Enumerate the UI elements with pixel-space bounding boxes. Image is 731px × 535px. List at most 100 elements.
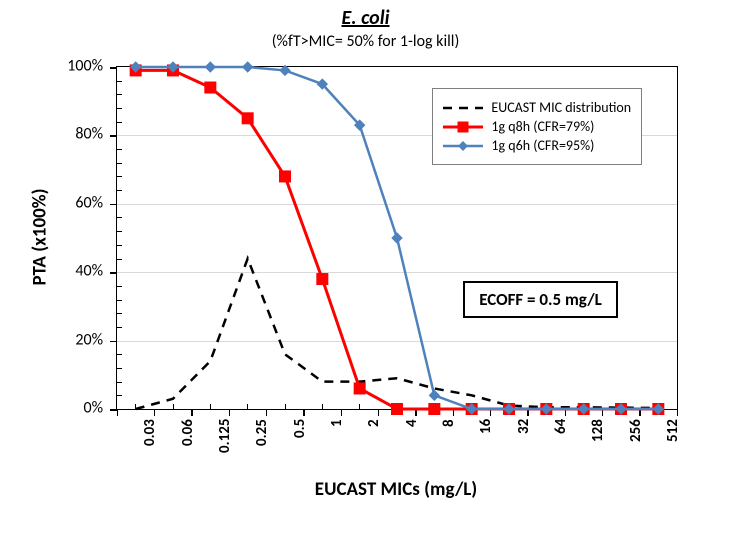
y-minor-tick: [117, 286, 122, 287]
y-minor-tick: [117, 81, 122, 82]
marker-q8h: [130, 65, 141, 76]
marker-q8h: [280, 171, 291, 182]
y-tick: [110, 204, 117, 206]
x-tick: [453, 409, 455, 416]
x-minor-tick: [210, 404, 211, 409]
y-tick: [110, 272, 117, 274]
y-minor-tick: [117, 300, 122, 301]
x-tick-label: 0.03: [141, 419, 159, 446]
x-tick: [266, 409, 268, 416]
x-minor-tick: [583, 404, 584, 409]
x-tick-label: 0.5: [291, 419, 309, 438]
marker-q6h: [429, 390, 439, 400]
x-minor-tick: [546, 404, 547, 409]
x-tick-label: 8: [440, 419, 458, 427]
y-minor-tick: [117, 245, 122, 246]
x-tick: [341, 409, 343, 416]
marker-q6h: [317, 79, 327, 89]
x-tick: [229, 409, 231, 416]
y-minor-tick: [117, 382, 122, 383]
legend-item-q6h: 1g q6h (CFR=95%): [443, 137, 631, 154]
x-minor-tick: [434, 404, 435, 409]
ecoff-annotation: ECOFF = 0.5 mg/L: [463, 281, 618, 318]
x-minor-tick: [322, 404, 323, 409]
gridline: [117, 204, 677, 205]
y-tick-label: 20%: [51, 330, 103, 349]
marker-q8h: [354, 383, 365, 394]
x-tick-label: 0.25: [253, 419, 271, 446]
x-tick: [154, 409, 156, 416]
x-tick-label: 512: [664, 419, 682, 442]
y-minor-tick: [117, 190, 122, 191]
x-tick-label: 1: [328, 419, 346, 427]
marker-q6h: [131, 62, 141, 72]
y-tick: [110, 67, 117, 69]
legend-swatch: [443, 119, 483, 135]
marker-q6h: [168, 62, 178, 72]
x-minor-tick: [135, 404, 136, 409]
chart-subtitle: (%fT>MIC= 50% for 1-log kill): [0, 32, 731, 51]
legend-label: 1g q8h (CFR=79%): [491, 118, 594, 135]
legend-label: 1g q6h (CFR=95%): [491, 137, 594, 154]
x-tick-label: 16: [477, 419, 495, 434]
gridline: [117, 341, 677, 342]
x-tick-label: 4: [403, 419, 421, 427]
x-tick-label: 0.125: [216, 419, 234, 453]
y-minor-tick: [117, 94, 122, 95]
x-tick-label: 32: [515, 419, 533, 434]
x-tick-label: 2: [365, 419, 383, 427]
x-tick: [602, 409, 604, 416]
marker-q6h: [355, 120, 365, 130]
y-minor-tick: [117, 354, 122, 355]
legend-swatch: [443, 100, 483, 116]
x-minor-tick: [285, 404, 286, 409]
x-tick: [415, 409, 417, 416]
y-axis-label: PTA (x100%): [29, 188, 52, 285]
marker-q6h: [205, 62, 215, 72]
x-tick: [191, 409, 193, 416]
y-tick-label: 40%: [51, 262, 103, 281]
x-tick-label: 64: [552, 419, 570, 434]
marker-q8h: [317, 274, 328, 285]
x-minor-tick: [359, 404, 360, 409]
y-minor-tick: [117, 163, 122, 164]
x-tick: [639, 409, 641, 416]
y-minor-tick: [117, 327, 122, 328]
x-tick: [117, 409, 119, 416]
x-axis-label: EUCAST MICs (mg/L): [116, 478, 676, 501]
marker-q6h: [243, 62, 253, 72]
y-minor-tick: [117, 176, 122, 177]
marker-q6h: [280, 65, 290, 75]
x-tick-label: 256: [627, 419, 645, 442]
x-minor-tick: [621, 404, 622, 409]
y-minor-tick: [117, 122, 122, 123]
marker-q8h: [205, 82, 216, 93]
x-minor-tick: [658, 404, 659, 409]
chart-container: E. coli (%fT>MIC= 50% for 1-log kill) PT…: [0, 0, 731, 535]
x-tick: [565, 409, 567, 416]
gridline: [117, 272, 677, 273]
legend-label: EUCAST MIC distribution: [491, 99, 631, 116]
x-minor-tick: [397, 404, 398, 409]
x-tick-label: 0.06: [179, 419, 197, 446]
legend-item-q8h: 1g q8h (CFR=79%): [443, 118, 631, 135]
y-tick: [110, 341, 117, 343]
x-tick: [490, 409, 492, 416]
legend-item-eucast: EUCAST MIC distribution: [443, 99, 631, 116]
y-minor-tick: [117, 108, 122, 109]
x-tick-label: 128: [589, 419, 607, 442]
y-tick-label: 100%: [51, 57, 103, 76]
y-minor-tick: [117, 259, 122, 260]
y-minor-tick: [117, 368, 122, 369]
x-minor-tick: [509, 404, 510, 409]
marker-q6h: [392, 233, 402, 243]
y-tick: [110, 135, 117, 137]
y-minor-tick: [117, 217, 122, 218]
y-tick-label: 60%: [51, 193, 103, 212]
y-tick-label: 0%: [51, 399, 103, 418]
y-minor-tick: [117, 313, 122, 314]
x-tick: [303, 409, 305, 416]
x-minor-tick: [247, 404, 248, 409]
x-minor-tick: [471, 404, 472, 409]
chart-title: E. coli: [0, 6, 731, 30]
